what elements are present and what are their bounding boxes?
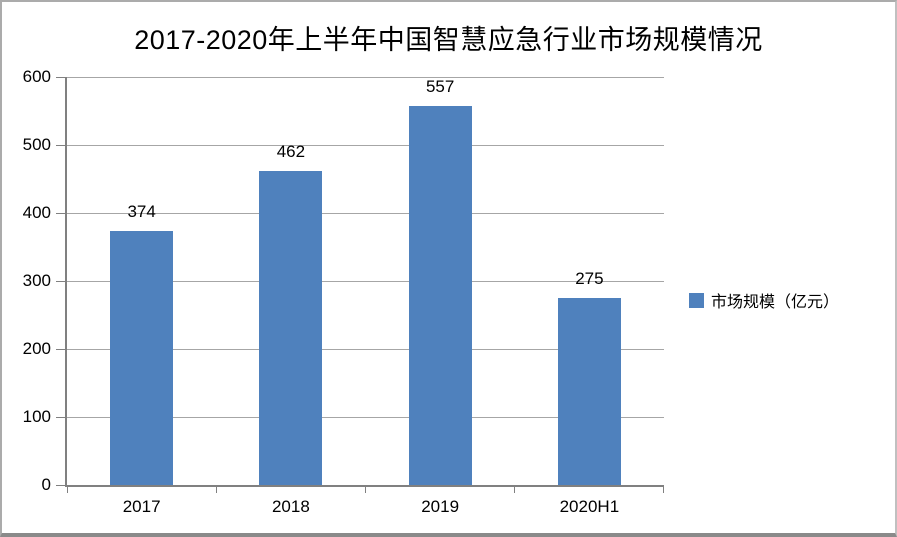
gridline [67,280,664,282]
bar-value-label: 557 [425,77,455,97]
y-axis-label: 100 [22,407,51,426]
x-axis-tick [365,485,366,493]
x-axis-tick [66,485,68,493]
x-axis-label: 2018 [271,497,310,516]
gridline [67,144,664,146]
y-axis-label: 200 [22,339,51,358]
x-axis-tick [514,485,516,493]
plot-area: 0 100 200 300 400 500 600 374 2017 462 2018 557 2019… [23,67,664,516]
legend-swatch-icon [689,292,704,308]
x-axis-tick [215,485,217,493]
bar-value-label: 275 [575,269,604,288]
bar [110,230,174,485]
gridline [67,348,664,350]
gridline [67,416,664,418]
y-axis-tick [56,280,65,282]
y-axis-tick [56,76,65,78]
x-axis-label: 2019 [421,497,460,516]
legend-label: 市场规模（亿元） [711,294,840,311]
y-axis-label: 0 [41,475,51,494]
y-axis-tick [56,212,65,214]
bar [408,106,472,485]
y-axis-tick [56,416,65,418]
y-axis-label: 600 [22,67,51,86]
y-axis-label: 300 [22,271,51,290]
gridline [67,212,664,214]
y-axis-tick [56,144,65,146]
chart-title: 2017-2020年上半年中国智慧应急行业市场规模情况 [134,25,763,55]
bar-value-label: 462 [276,141,306,161]
x-axis-label: 2020H1 [559,497,620,516]
bar-value-label: 374 [127,201,156,221]
y-axis-label: 500 [22,135,51,154]
y-axis-tick [56,348,65,350]
y-axis-label: 400 [22,203,51,222]
bar [557,298,621,485]
y-axis-tick [56,484,65,486]
gridline [67,76,664,78]
x-axis-label: 2017 [122,497,161,516]
bar [259,170,323,485]
legend: 市场规模（亿元） [689,288,839,312]
x-axis-tick [662,485,664,493]
